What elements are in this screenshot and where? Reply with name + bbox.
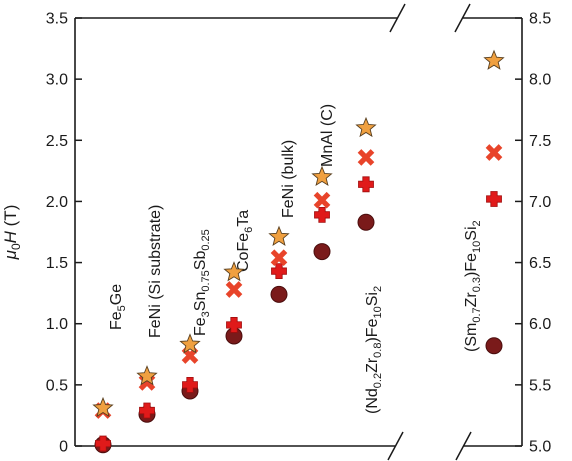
data-point-star [311,165,333,187]
material-label-part: 0.3 [471,277,483,292]
material-label-part: )Fe [364,318,381,342]
material-label-part: Ta [235,210,252,227]
data-point-plus [314,206,330,223]
material-label: MnAl (C) [319,104,336,167]
y-axis-label-h: H [1,230,20,243]
right-panel [462,17,523,447]
data-point-star [483,49,505,70]
material-label-part: (Nd [364,388,381,414]
left-y-tick-label: 1.0 [46,316,68,333]
right-y-tick-label: 7.5 [529,133,551,150]
axis-break-marks [387,3,472,461]
data-point-x [357,149,375,166]
right-y-tick-label: 7.0 [529,194,551,211]
data-points [92,49,505,454]
material-label: (Nd0.2Zr0.8)Fe10Si2 [364,286,384,414]
material-label-part: Fe [108,311,125,330]
data-point-star [92,396,114,418]
material-label-part: 0.7 [471,307,483,322]
right-y-tick-label: 8.5 [529,11,551,28]
data-point-x [270,249,288,267]
data-point-star [223,261,245,282]
material-label-part: CoFe [235,233,252,272]
right-y-tick-label: 8.0 [529,72,551,89]
y-axis-label-subscript: 0 [9,243,23,250]
data-point-circle [357,213,375,231]
material-label-part: 0.25 [200,229,212,250]
material-label-part: Sn [192,292,209,312]
material-label-part: Si [364,292,381,306]
left-y-tick-label: 0.5 [46,377,68,394]
material-label-part: 6 [243,227,255,233]
data-point-star [268,225,290,246]
data-point-plus [95,435,111,452]
right-y-tick-label: 5.0 [529,439,551,456]
right-y-tick-label: 6.0 [529,316,551,333]
data-point-circle [313,243,331,261]
data-point-star [136,365,158,386]
axis-break-mark-bottom-right [455,431,472,461]
material-label-part: )Fe [463,253,480,277]
left-y-tick-label: 2.5 [46,133,68,150]
material-label-part: 10 [372,306,384,318]
material-label-part: FeNi (bulk) [280,140,297,218]
left-y-tick-label: 3.5 [46,11,68,28]
left-y-ticks: 0 0.5 1.0 1.5 2.0 2.5 3.0 3.5 [46,11,82,456]
material-label-part: 0.2 [372,373,384,388]
left-y-tick-label: 1.5 [46,255,68,272]
data-point-plus [271,263,287,280]
material-label-part: FeNi (Si substrate) [147,205,164,338]
axis-break-mark-top-left [389,3,406,33]
left-panel [74,17,397,447]
material-label-part: 2 [471,220,483,226]
y-axis-label-unit: (T) [1,205,20,231]
material-label: (Sm0.7Zr0.3)Fe10Si2 [463,220,483,352]
material-label-part: 0.75 [200,270,212,291]
left-y-tick-label: 0 [59,439,68,456]
material-label-part: (Sm [463,323,480,352]
data-point-star [355,116,377,138]
material-label: Fe3Sn0.75Sb0.25 [192,229,212,336]
material-label-part: Fe [192,317,209,336]
data-point-plus [139,402,155,419]
material-label: FeNi (Si substrate) [147,205,164,338]
right-y-tick-label: 6.5 [529,255,551,272]
left-y-tick-label: 3.0 [46,72,68,89]
material-label-part: 0.8 [372,343,384,358]
data-point-x [485,144,503,161]
material-label: FeNi (bulk) [280,140,297,218]
data-point-star [179,333,201,354]
material-label-part: Sb [192,251,209,271]
material-label-part: Zr [364,357,381,373]
material-label-part: Si [463,226,480,240]
material-labels: Fe5Ge FeNi (Si substrate) Fe3Sn0.75Sb0.25 C… [108,104,483,414]
data-point-circle [485,337,503,355]
data-point-plus [226,317,242,333]
material-label-part: MnAl (C) [319,104,336,167]
material-label-part: Zr [463,292,480,308]
data-point-plus [182,376,198,393]
right-y-tick-label: 5.5 [529,377,551,394]
left-y-tick-label: 2.0 [46,194,68,211]
material-label-part: 5 [116,305,128,311]
y-axis-label-mu: μ [1,249,20,260]
material-label-part: Ge [108,284,125,305]
data-point-plus [358,176,374,193]
right-y-ticks: 5.0 5.5 6.0 6.5 7.0 7.5 8.0 8.5 [515,11,551,456]
data-point-x [225,281,243,298]
axis-break-mark-bottom-left [387,431,404,461]
axis-break-mark-top-right [454,3,471,33]
data-point-x [313,191,331,209]
material-label-part: 10 [471,241,483,253]
y-axis-label: μ0H (T) [1,205,23,261]
material-label-part: 2 [372,286,384,292]
data-point-circle [270,285,288,303]
data-point-plus [486,191,502,207]
material-label-part: 3 [200,311,212,317]
material-label: CoFe6Ta [235,210,255,272]
material-label: Fe5Ge [108,284,128,330]
